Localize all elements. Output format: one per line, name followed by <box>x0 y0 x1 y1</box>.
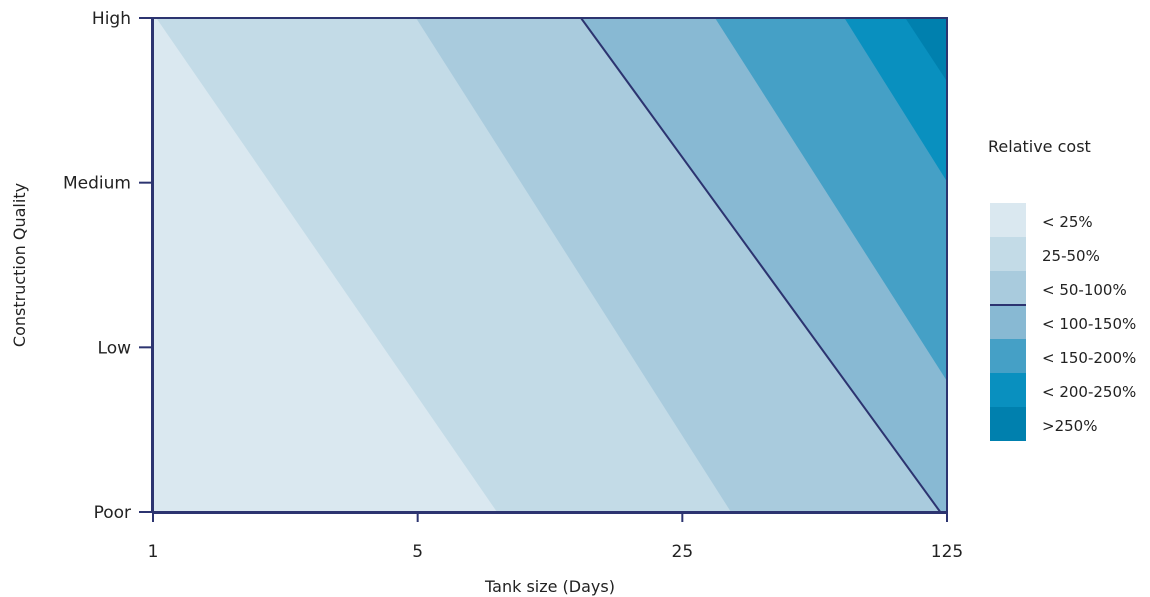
legend-label: < 25% <box>1042 213 1093 231</box>
y-axis: Poor Low Medium High <box>63 9 153 523</box>
contour-bands <box>153 18 947 512</box>
x-tick-label: 5 <box>412 542 423 562</box>
legend-swatch <box>990 237 1026 271</box>
legend-label: < 50-100% <box>1042 281 1127 299</box>
x-axis-title: Tank size (Days) <box>484 577 615 596</box>
legend-swatch <box>990 407 1026 441</box>
legend-label: < 150-200% <box>1042 349 1136 367</box>
x-tick-label: 25 <box>672 542 694 562</box>
y-axis-title: Construction Quality <box>10 183 29 347</box>
legend-swatch <box>990 271 1026 305</box>
legend-swatch <box>990 373 1026 407</box>
legend-label: >250% <box>1042 417 1097 435</box>
x-axis: 1 5 25 125 <box>148 512 963 562</box>
y-tick-label: Poor <box>94 503 131 523</box>
x-tick-label: 125 <box>931 542 963 562</box>
legend-label: 25-50% <box>1042 247 1100 265</box>
legend-swatch <box>990 305 1026 339</box>
legend-label: < 100-150% <box>1042 315 1136 333</box>
y-tick-label: Low <box>98 338 132 358</box>
contour-boundaries <box>580 18 942 512</box>
x-tick-label: 1 <box>148 542 159 562</box>
legend-swatch <box>990 339 1026 373</box>
contour-band <box>844 18 947 182</box>
legend-swatch <box>990 203 1026 237</box>
legend-label: < 200-250% <box>1042 383 1136 401</box>
legend: < 25% 25-50% < 50-100% < 100-150% < 150-200%… <box>990 203 1136 441</box>
legend-title: Relative cost <box>988 137 1091 156</box>
contour-band <box>905 18 947 82</box>
contour-boundary-line <box>580 18 942 512</box>
y-tick-label: Medium <box>63 174 131 194</box>
contour-band <box>715 18 947 381</box>
y-tick-label: High <box>92 9 131 29</box>
